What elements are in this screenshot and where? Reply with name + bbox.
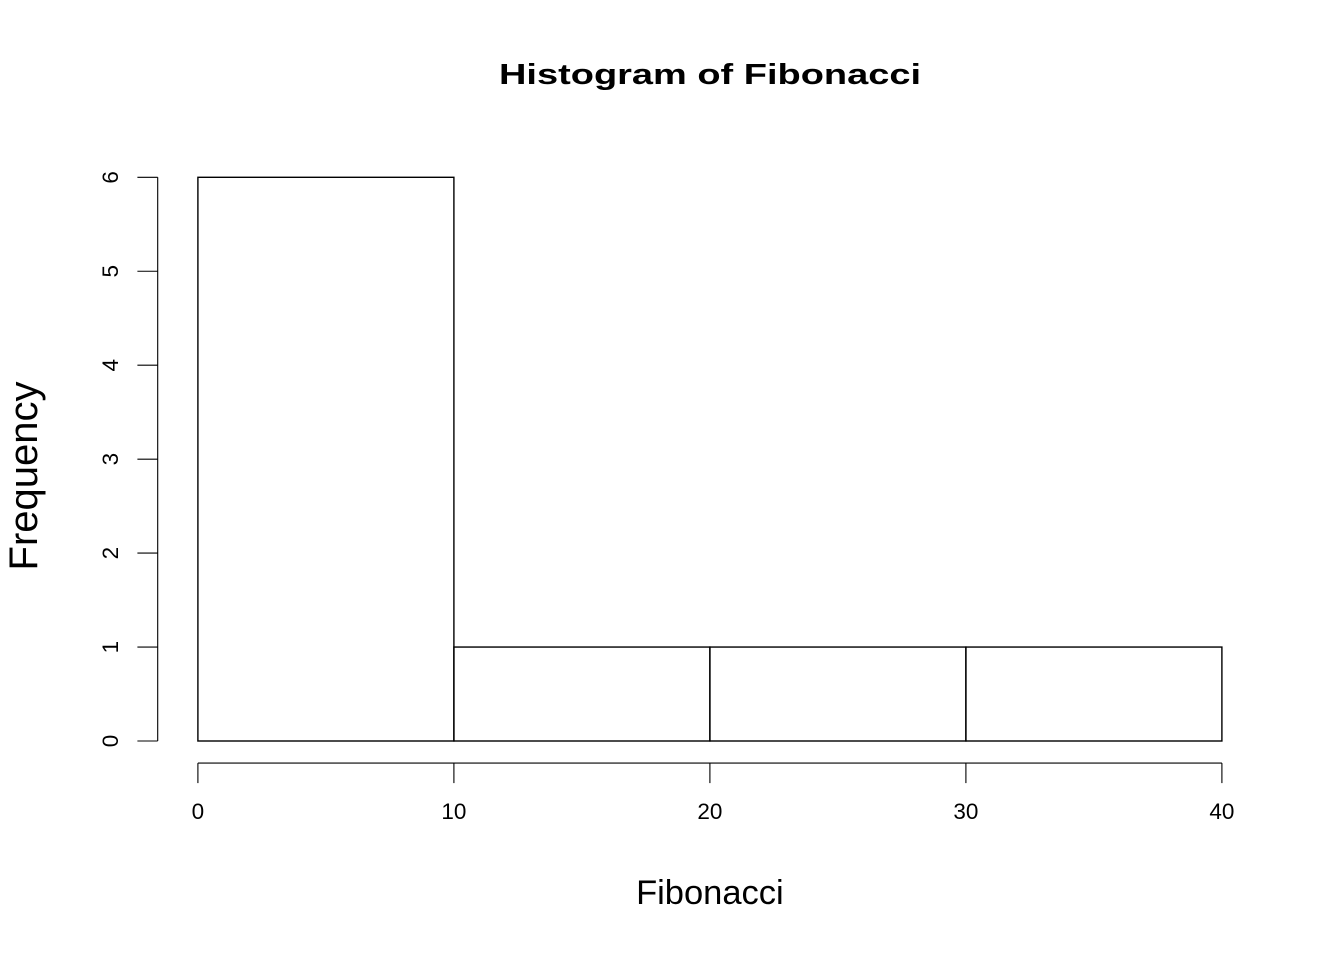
svg-text:20: 20 [697,799,722,824]
svg-text:3: 3 [98,453,123,466]
svg-text:40: 40 [1209,799,1234,824]
svg-text:Frequency: Frequency [2,382,46,571]
svg-text:30: 30 [953,799,978,824]
svg-text:0: 0 [192,799,205,824]
svg-text:2: 2 [98,547,123,560]
svg-text:10: 10 [441,799,466,824]
svg-text:Fibonacci: Fibonacci [636,874,784,912]
svg-text:1: 1 [98,641,123,654]
svg-text:4: 4 [98,359,123,372]
svg-text:5: 5 [98,265,123,278]
svg-text:0: 0 [98,735,123,748]
svg-text:6: 6 [98,171,123,184]
svg-text:Histogram of Fibonacci: Histogram of Fibonacci [499,59,921,91]
